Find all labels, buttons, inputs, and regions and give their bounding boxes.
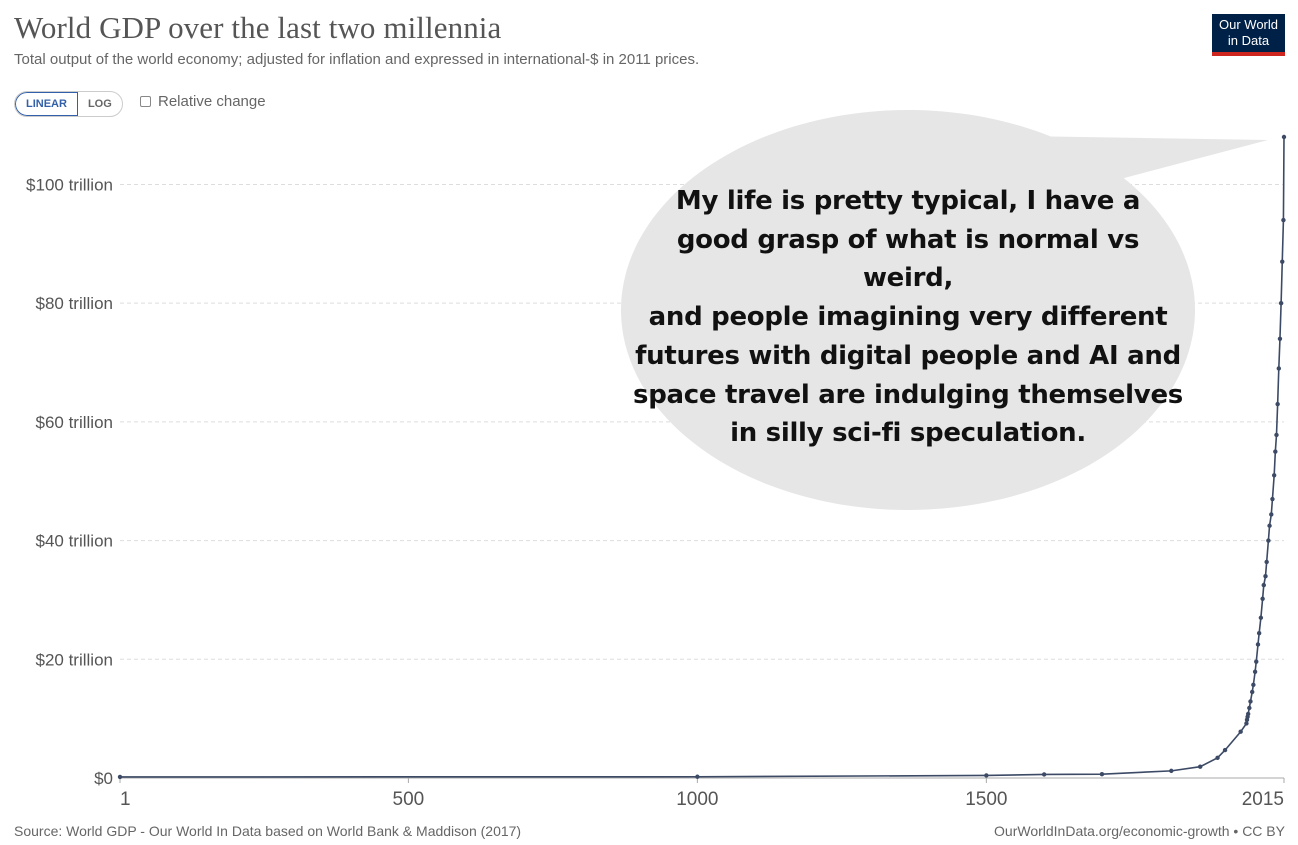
page-title: World GDP over the last two millennia (14, 10, 502, 45)
gdp-data-point[interactable] (1041, 772, 1047, 777)
gdp-data-point[interactable] (1260, 596, 1265, 601)
owid-logo[interactable]: Our World in Data (1212, 14, 1285, 56)
gdp-data-point[interactable] (1247, 705, 1252, 711)
bubble-line-5: space travel are indulging themselves (633, 379, 1183, 410)
x-tick-label: 2015 (1242, 789, 1284, 810)
gdp-data-point[interactable] (1215, 755, 1220, 761)
gdp-data-point[interactable] (1261, 582, 1266, 588)
gdp-data-point[interactable] (1281, 217, 1286, 223)
gdp-data-point[interactable] (1270, 496, 1275, 502)
y-tick-label: $0 (94, 769, 113, 788)
gdp-data-point[interactable] (1197, 764, 1203, 769)
gdp-data-point[interactable] (1248, 699, 1253, 704)
gdp-data-point[interactable] (1254, 659, 1259, 664)
x-tick-label: 1 (120, 789, 131, 810)
gdp-data-point[interactable] (1256, 630, 1262, 636)
gdp-data-point[interactable] (1263, 574, 1268, 579)
credit-link[interactable]: OurWorldInData.org/economic-growth • CC … (994, 823, 1285, 839)
relative-change-checkbox[interactable] (140, 96, 151, 107)
bubble-line-1: My life is pretty typical, I have a (675, 186, 1141, 216)
gdp-data-point[interactable] (1238, 729, 1243, 734)
gdp-data-point[interactable] (1278, 300, 1284, 306)
y-tick-label: $100 trillion (26, 175, 113, 194)
bubble-line-3: and people imagining very different (648, 302, 1168, 333)
gdp-data-point[interactable] (1251, 682, 1256, 688)
gdp-data-point[interactable] (1264, 559, 1269, 565)
scale-toggle: LINEAR LOG (14, 91, 123, 117)
gdp-data-point[interactable] (695, 774, 700, 779)
gdp-data-point[interactable] (1275, 401, 1280, 407)
gdp-data-point[interactable] (1252, 669, 1258, 674)
gdp-data-point[interactable] (1280, 259, 1285, 264)
gdp-data-point[interactable] (1269, 512, 1274, 517)
y-tick-label: $40 trillion (36, 532, 114, 551)
bubble-line-6: in silly sci-fi speculation. (730, 418, 1086, 449)
log-scale-button[interactable]: LOG (87, 98, 112, 110)
x-tick-label: 500 (393, 789, 425, 810)
gdp-data-point[interactable] (1245, 711, 1251, 717)
gdp-data-point[interactable] (1266, 538, 1271, 543)
y-tick-label: $60 trillion (36, 413, 114, 432)
x-tick-label: 1000 (676, 789, 718, 810)
gdp-data-point[interactable] (1274, 432, 1279, 438)
gdp-data-point[interactable] (1255, 642, 1261, 647)
gdp-data-point[interactable] (984, 773, 989, 778)
speech-bubble (620, 109, 1268, 510)
logo-line-2: in Data (1227, 33, 1270, 48)
gdp-data-point[interactable] (117, 774, 123, 780)
gdp-data-point[interactable] (1244, 721, 1249, 726)
gdp-data-point[interactable] (1250, 689, 1255, 695)
page-subtitle: Total output of the world economy; adjus… (14, 51, 700, 68)
y-tick-label: $20 trillion (36, 650, 114, 669)
gdp-data-point[interactable] (1281, 134, 1287, 140)
x-tick-label: 1500 (965, 789, 1007, 810)
bubble-line-2: good grasp of what is normal vs weird, (676, 224, 1140, 294)
gdp-data-point[interactable] (1273, 449, 1278, 454)
gdp-data-point[interactable] (1099, 772, 1105, 777)
linear-scale-button[interactable]: LINEAR (15, 92, 78, 116)
speech-bubble-text: My life is pretty typical, I have a good… (632, 182, 1184, 453)
gdp-data-point[interactable] (1276, 366, 1281, 371)
gdp-data-point[interactable] (1271, 473, 1277, 478)
bubble-line-4: futures with digital people and AI and (635, 340, 1181, 371)
gdp-data-point[interactable] (1222, 747, 1228, 753)
gdp-data-point[interactable] (1277, 336, 1283, 341)
gdp-data-point[interactable] (1169, 768, 1174, 774)
logo-line-1: Our World (1219, 17, 1278, 32)
relative-change-toggle[interactable]: Relative change (140, 93, 266, 110)
source-note[interactable]: Source: World GDP - Our World In Data ba… (14, 823, 522, 839)
relative-change-label: Relative change (158, 93, 266, 110)
gdp-data-point[interactable] (1267, 523, 1272, 528)
y-tick-label: $80 trillion (36, 294, 114, 313)
gdp-data-point[interactable] (1258, 615, 1264, 620)
